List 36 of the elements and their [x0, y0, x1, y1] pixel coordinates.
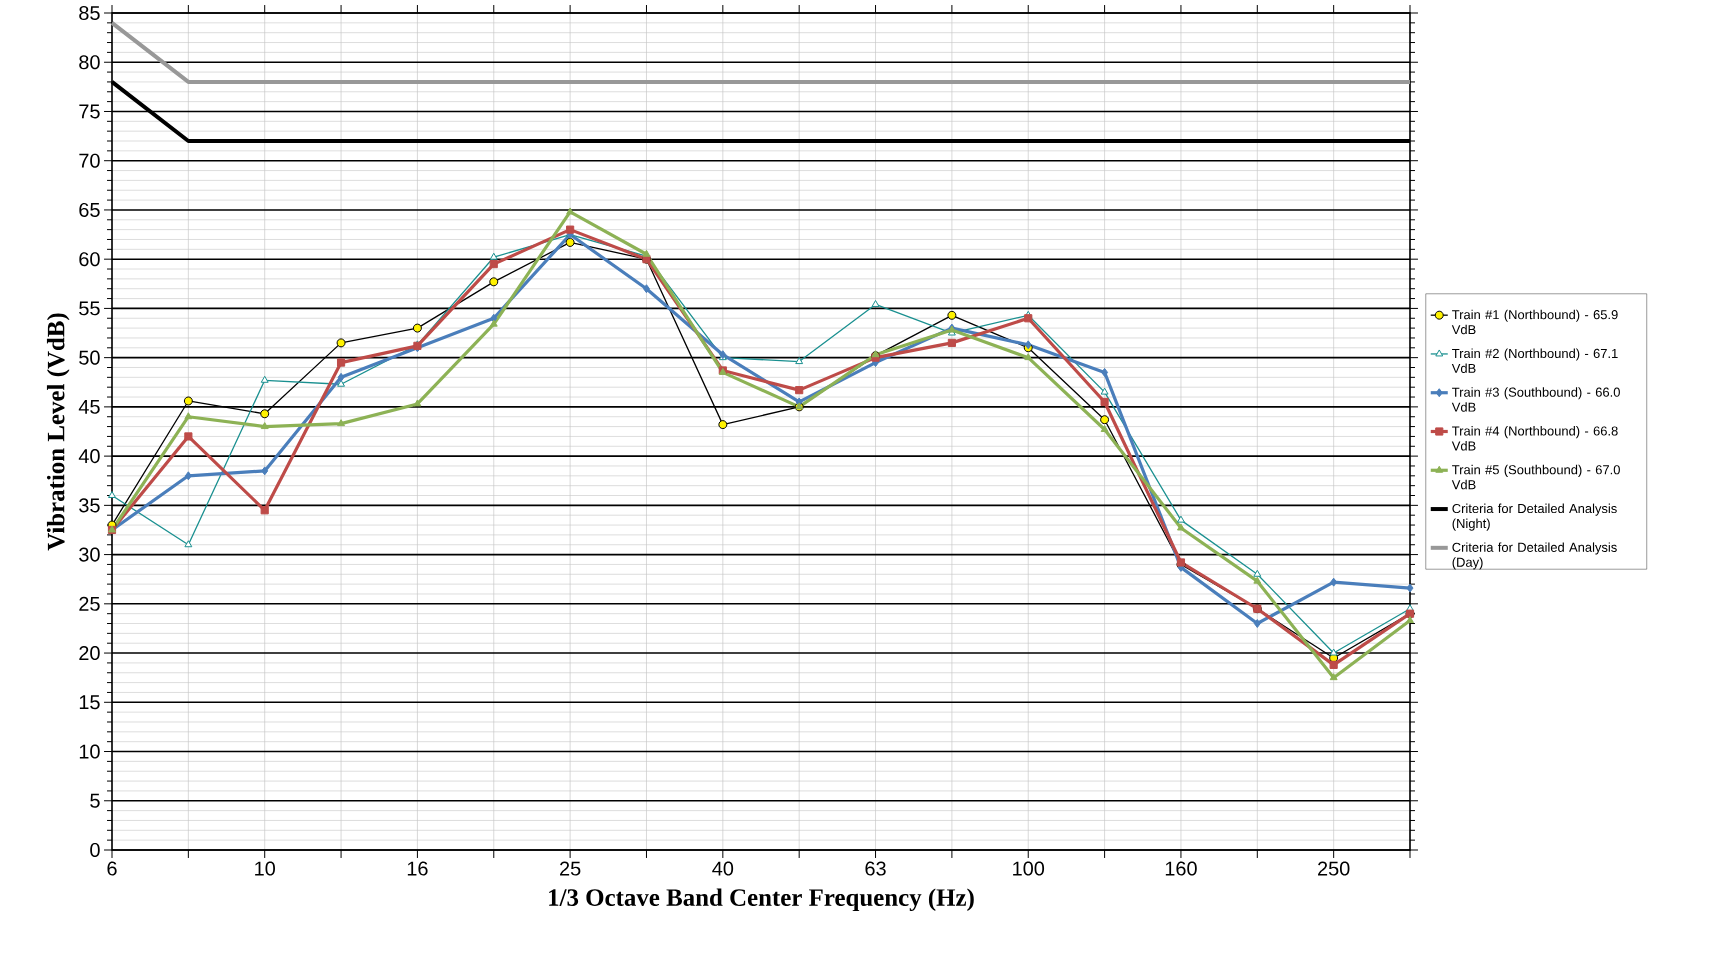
x-tick-label: 250	[1318, 861, 1350, 876]
y-axis-title: Vibration Level (VdB)	[46, 313, 70, 551]
x-tick-label: 63	[865, 861, 886, 876]
legend-label: Train #5 (Southbound) - 67.0 VdB	[1451, 464, 1620, 490]
y-tick-label: 65	[79, 202, 100, 217]
y-tick-label: 20	[79, 646, 100, 661]
legend-label: Train #2 (Northbound) - 67.1 VdB	[1451, 348, 1618, 373]
x-tick-label: 40	[712, 861, 734, 876]
legend-label: Train #3 (Southbound) - 66.0 VdB	[1451, 387, 1620, 412]
y-tick-label: 5	[90, 793, 100, 808]
y-tick-label: 60	[79, 252, 100, 267]
y-tick-label: 0	[90, 842, 100, 858]
y-tick-label: 15	[79, 695, 100, 710]
y-tick-label: 50	[79, 350, 100, 365]
x-tick-label: 10	[255, 861, 275, 876]
legend-label: Criteria for Detailed Analysis (Day)	[1452, 542, 1617, 570]
legend-label: Train #4 (Northbound) - 66.8 VdB	[1451, 426, 1618, 451]
x-axis-title: 1/3 Octave Band Center Frequency (Hz)	[549, 888, 974, 912]
y-tick-label: 40	[78, 449, 100, 464]
y-tick-label: 45	[78, 399, 100, 414]
x-tick-label: 25	[560, 861, 581, 876]
y-tick-label: 30	[79, 547, 100, 562]
y-tick-label: 85	[79, 5, 100, 21]
x-tick-label: 16	[407, 861, 428, 876]
y-tick-label: 25	[79, 596, 100, 611]
x-tick-label: 6	[107, 861, 117, 876]
y-tick-label: 70	[79, 153, 100, 168]
legend-label: Criteria for Detailed Analysis (Night)	[1452, 503, 1617, 531]
y-tick-label: 35	[79, 498, 100, 513]
y-tick-label: 55	[79, 301, 100, 316]
x-tick-label: 160	[1165, 861, 1197, 876]
x-tick-label: 100	[1013, 861, 1045, 876]
legend-label: Train #1 (Northbound) - 65.9 VdB	[1451, 309, 1618, 335]
y-tick-label: 80	[79, 55, 100, 70]
y-tick-label: 10	[79, 744, 100, 759]
y-tick-label: 75	[79, 104, 100, 119]
